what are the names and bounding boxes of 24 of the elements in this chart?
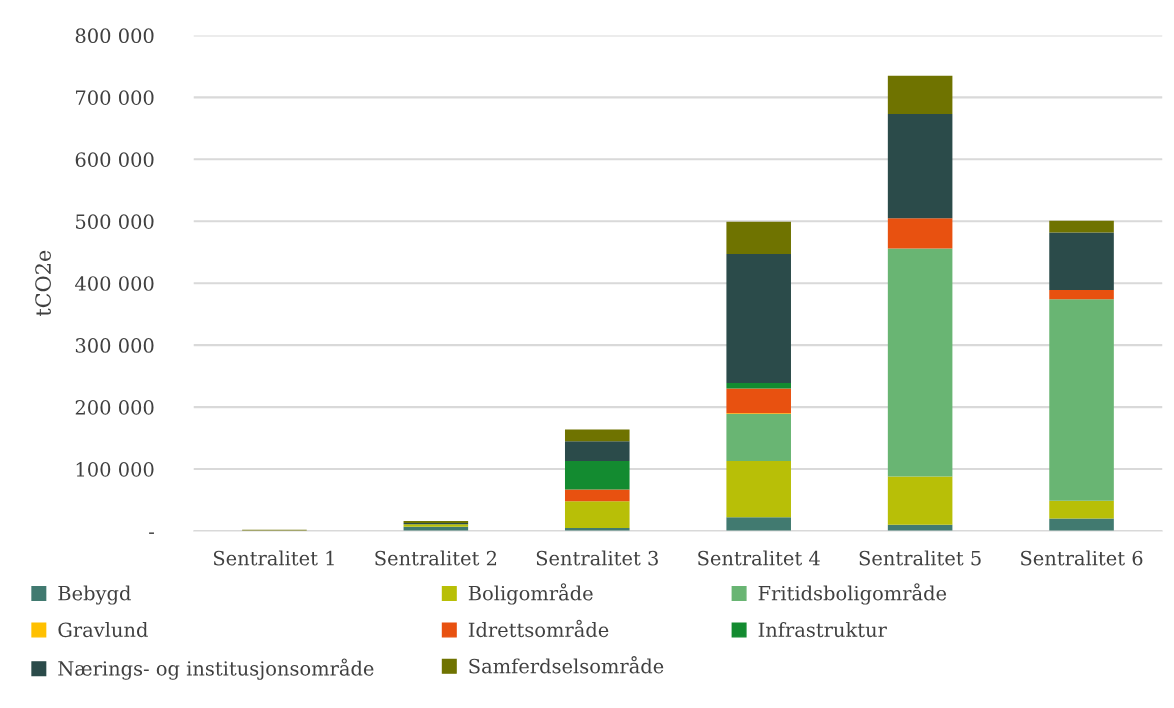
legend-label: Nærings- og institusjonsområde: [58, 658, 374, 680]
y-tick-label: 800 000: [75, 28, 154, 44]
legend-label: Fritidsboligområde: [758, 583, 947, 605]
x-tick-label: Sentralitet 3: [536, 550, 658, 566]
legend-label: Gravlund: [58, 622, 148, 638]
y-tick-label: 700 000: [76, 90, 154, 106]
y-tick-label: 400 000: [75, 276, 154, 291]
x-tick-label: Sentralitet 4: [698, 550, 820, 566]
legend-label: Bebygd: [58, 585, 131, 605]
y-tick-label: 200 000: [75, 400, 154, 415]
x-tick-label: Sentralitet 1: [213, 550, 334, 566]
y-tick-label: -: [149, 532, 154, 534]
legend-label: Idrettsområde: [468, 619, 609, 638]
y-tick-label: 600 000: [75, 152, 154, 167]
x-tick-label: Sentralitet 2: [375, 550, 497, 566]
x-tick-label: Sentralitet 5: [859, 550, 981, 566]
legend-label: Boligområde: [468, 583, 593, 605]
x-tick-label: Sentralitet 6: [1021, 550, 1143, 566]
y-axis-title: tCO2e: [35, 250, 51, 317]
legend-label: Samferdselsområde: [469, 656, 664, 674]
legend-label: Infrastruktur: [758, 622, 887, 638]
y-tick-label: 100 000: [76, 462, 154, 477]
y-tick-label: 300 000: [75, 338, 154, 353]
y-tick-label: 500 000: [76, 214, 154, 229]
